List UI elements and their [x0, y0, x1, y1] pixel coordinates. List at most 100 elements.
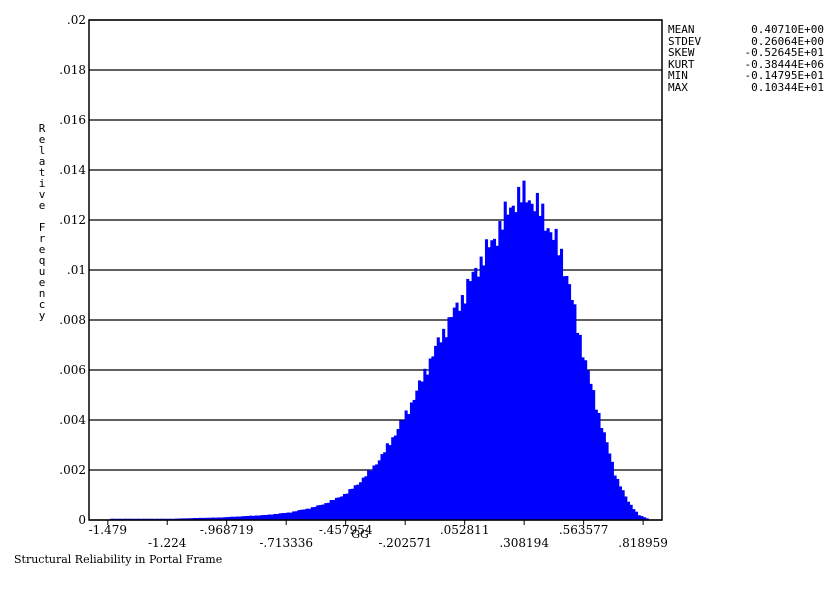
histogram-bar: [184, 518, 189, 520]
histogram-bar: [364, 476, 368, 520]
stat-row-min: MIN -0.14795E+01: [668, 70, 824, 82]
histogram-bar: [498, 221, 502, 521]
histogram-bar: [332, 499, 336, 520]
histogram-bar: [412, 399, 416, 520]
histogram-bar: [554, 228, 558, 521]
stat-value: -0.52645E+01: [744, 46, 824, 59]
histogram-bar: [541, 203, 545, 520]
histogram-bar: [206, 517, 210, 520]
histogram-bar: [396, 428, 400, 520]
histogram-bar: [195, 518, 199, 520]
x-axis-label: GG: [351, 528, 369, 541]
histogram-bar: [297, 510, 301, 520]
histogram-bar: [501, 229, 505, 520]
histogram-bar: [281, 513, 285, 520]
histogram-bar: [519, 202, 523, 520]
histogram-bar: [522, 180, 526, 520]
histogram-bar: [377, 460, 381, 520]
histogram-bar: [495, 245, 499, 520]
histogram-bar: [334, 497, 339, 520]
histogram-bar: [241, 516, 245, 520]
histogram-bar: [549, 232, 553, 520]
histogram-bar: [624, 496, 628, 520]
histogram-bar: [643, 517, 647, 520]
y-tick-label: .02: [67, 13, 86, 27]
x-tick-label: -1.479: [89, 523, 127, 537]
histogram-bar: [578, 334, 582, 520]
histogram-bar: [581, 357, 585, 520]
histogram-bar: [391, 437, 395, 520]
histogram-bar: [514, 212, 518, 520]
histogram-bar: [565, 275, 569, 520]
histogram-bar: [568, 284, 572, 520]
plot-frame: [88, 19, 663, 521]
y-axis-label-letter: e: [39, 133, 46, 146]
histogram-bar: [302, 509, 306, 520]
histogram-bar: [190, 518, 194, 520]
histogram-bar: [533, 211, 537, 520]
histogram-bar: [634, 511, 639, 520]
histogram-bars: [109, 180, 649, 521]
y-tick-label: .016: [59, 113, 86, 127]
histogram-bar: [356, 484, 360, 520]
y-axis-label-letter: R: [39, 122, 46, 135]
histogram-bar: [289, 512, 293, 520]
histogram-bar: [517, 186, 521, 520]
histogram-bar: [592, 390, 596, 520]
histogram-bar: [640, 516, 644, 520]
histogram-bar: [262, 515, 266, 520]
histogram-bar: [305, 508, 309, 520]
histogram-bar: [490, 240, 494, 520]
x-tick-label: .308194: [499, 536, 549, 550]
figure-caption: Structural Reliability in Portal Frame: [14, 553, 223, 566]
histogram-bar: [479, 256, 483, 520]
histogram-bar: [551, 239, 556, 520]
histogram-bar: [369, 470, 373, 520]
histogram-bar: [217, 517, 221, 520]
histogram-bar: [342, 494, 347, 520]
histogram-bar: [621, 490, 625, 520]
histogram-bar: [562, 276, 566, 520]
histogram-bar: [401, 420, 405, 520]
y-tick-label: .01: [67, 263, 86, 277]
histogram-bar: [431, 356, 435, 520]
histogram-bar: [359, 482, 363, 520]
histogram-bar: [310, 507, 314, 520]
histogram-bar: [428, 358, 432, 520]
x-tick-label: -.713336: [259, 536, 313, 550]
histogram-bar: [597, 412, 601, 520]
histogram-bar: [535, 192, 539, 520]
y-axis-label-letter: t: [39, 166, 46, 179]
histogram-bar: [230, 516, 234, 520]
histogram-bar: [233, 516, 237, 520]
histogram-bar: [417, 380, 422, 520]
y-tick-label: .012: [59, 213, 86, 227]
stat-name: MEAN: [668, 23, 695, 36]
y-axis-label-letter: l: [39, 144, 46, 157]
histogram-bar: [584, 360, 588, 520]
histogram-bar: [434, 345, 438, 520]
histogram-bar: [192, 517, 197, 520]
histogram-bar: [626, 501, 631, 520]
histogram-bar: [632, 509, 636, 520]
histogram-bar: [393, 435, 397, 520]
x-tick-label: .818959: [618, 536, 668, 550]
histogram-bar: [559, 248, 564, 521]
y-axis-label-letter: a: [39, 155, 46, 168]
histogram-bar: [409, 402, 414, 520]
histogram-bar: [399, 420, 403, 520]
stat-name: KURT: [668, 57, 695, 71]
histogram-bar: [613, 475, 617, 520]
histogram-bar: [267, 514, 272, 520]
x-tick-label: -.968719: [200, 523, 254, 537]
histogram-bar: [511, 205, 515, 520]
histogram-bar: [506, 214, 510, 520]
histogram-bar: [351, 488, 355, 520]
y-tick-label: .002: [59, 463, 86, 477]
histogram-bar: [468, 281, 472, 520]
x-tick-label: -.457954: [319, 523, 373, 537]
stat-row-max: MAX 0.10344E+01: [668, 80, 824, 94]
stat-name: MAX: [668, 80, 688, 94]
stat-value: 0.40710E+00: [751, 23, 824, 36]
